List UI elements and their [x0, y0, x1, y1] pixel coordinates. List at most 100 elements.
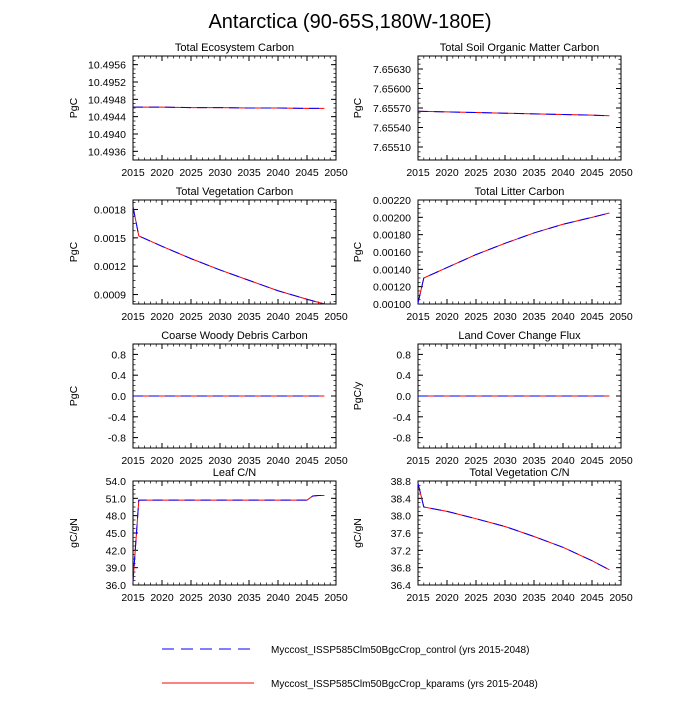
x-tick-label: 2025 [179, 592, 203, 604]
x-tick-label: 2040 [266, 167, 290, 179]
x-tick-label: 2030 [208, 167, 232, 179]
y-tick-label: 10.4956 [88, 60, 126, 72]
x-tick-label: 2025 [179, 311, 203, 323]
y-tick-label: 10.4952 [88, 77, 126, 89]
x-tick-label: 2045 [580, 311, 604, 323]
x-tick-label: 2045 [295, 455, 319, 467]
x-tick-label: 2020 [150, 592, 174, 604]
x-tick-label: 2045 [580, 167, 604, 179]
x-tick-label: 2015 [406, 167, 430, 179]
x-tick-label: 2045 [295, 592, 319, 604]
panel-total-litter-carbon: Total Litter Carbon 2015 2020 2025 2030 2035 2… [352, 186, 633, 323]
x-tick-label: 2050 [324, 167, 348, 179]
panels: Total Ecosystem Carbon 2015 2020 2025 2030 20… [68, 42, 633, 604]
y-tick-label: 10.4940 [88, 129, 126, 141]
x-tick-label: 2050 [324, 311, 348, 323]
y-axis-label: PgC [68, 241, 80, 262]
y-tick-label: 0.0015 [94, 233, 126, 245]
y-tick-label: 7.65630 [373, 64, 411, 76]
y-tick-label: 10.4936 [88, 146, 126, 158]
y-tick-label: 48.0 [106, 511, 127, 523]
panel-total-vegetation-c-n: Total Vegetation C/N 2015 2020 2025 2030 2035… [352, 467, 633, 604]
y-tick-label: 54.0 [106, 476, 127, 488]
y-tick-label: 38.8 [391, 476, 412, 488]
x-tick-label: 2015 [121, 455, 145, 467]
y-axis-label: PgC [352, 97, 364, 118]
x-tick-label: 2015 [121, 311, 145, 323]
x-tick-label: 2035 [237, 455, 261, 467]
x-tick-label: 2050 [324, 455, 348, 467]
panel-title-land-cover-change-flux: Land Cover Change Flux [458, 330, 581, 342]
y-tick-label: 0.00180 [373, 230, 411, 242]
y-tick-label: 36.4 [391, 580, 412, 592]
panel-title-total-litter-carbon: Total Litter Carbon [475, 186, 565, 198]
y-tick-label: 7.65540 [373, 123, 411, 135]
x-tick-label: 2030 [208, 592, 232, 604]
x-tick-label: 2050 [609, 592, 633, 604]
y-tick-label: 0.8 [396, 349, 411, 361]
series-line-control [132, 206, 325, 305]
y-tick-label: 38.4 [391, 493, 412, 505]
legend-label-control: Myccost_ISSP585Clm50BgcCrop_control (yrs… [271, 645, 529, 656]
panel-title-total-vegetation-c-n: Total Vegetation C/N [469, 467, 569, 479]
y-tick-label: 38.0 [391, 511, 412, 523]
panel-title-total-vegetation-carbon: Total Vegetation Carbon [176, 186, 293, 198]
y-tick-label: -0.4 [393, 412, 411, 424]
x-tick-label: 2025 [464, 167, 488, 179]
x-tick-label: 2040 [551, 167, 575, 179]
y-tick-label: 42.0 [106, 545, 127, 557]
y-tick-label: 37.6 [391, 528, 412, 540]
x-tick-label: 2015 [121, 167, 145, 179]
x-tick-label: 2015 [121, 592, 145, 604]
x-tick-label: 2050 [609, 455, 633, 467]
legend-entry-control: Myccost_ISSP585Clm50BgcCrop_control (yrs… [162, 645, 529, 656]
y-tick-label: 7.65570 [373, 103, 411, 115]
legend: Myccost_ISSP585Clm50BgcCrop_control (yrs… [162, 645, 538, 690]
x-tick-label: 2040 [551, 592, 575, 604]
y-axis-label: gC/gN [352, 518, 364, 548]
x-tick-label: 2015 [406, 592, 430, 604]
x-tick-label: 2030 [208, 311, 232, 323]
y-tick-label: 0.0018 [94, 204, 126, 216]
panel-total-soil-organic-matter-carbon: Total Soil Organic Matter Carbon 2015 2020… [352, 42, 633, 179]
y-axis-label: PgC [68, 97, 80, 118]
page-title: Antarctica (90-65S,180W-180E) [208, 11, 491, 33]
y-tick-label: 0.8 [111, 349, 126, 361]
y-tick-label: 39.0 [106, 563, 127, 575]
y-tick-label: 7.65510 [373, 142, 411, 154]
y-axis-label: PgC/y [352, 381, 364, 410]
panel-title-leaf-c-n: Leaf C/N [213, 467, 256, 479]
x-tick-label: 2020 [150, 167, 174, 179]
panel-land-cover-change-flux: Land Cover Change Flux 2015 2020 2025 2030 20… [352, 330, 633, 467]
x-tick-label: 2045 [295, 311, 319, 323]
x-tick-label: 2050 [609, 311, 633, 323]
y-tick-label: 0.00140 [373, 264, 411, 276]
y-tick-label: 51.0 [106, 493, 127, 505]
y-tick-label: 36.8 [391, 563, 412, 575]
series-line-control [132, 494, 325, 583]
x-tick-label: 2015 [406, 311, 430, 323]
series-line-control [417, 110, 610, 117]
x-tick-label: 2035 [237, 592, 261, 604]
x-tick-label: 2020 [150, 311, 174, 323]
x-tick-label: 2025 [464, 311, 488, 323]
y-tick-label: 36.0 [106, 580, 127, 592]
y-tick-label: -0.8 [108, 433, 126, 445]
x-tick-label: 2030 [493, 167, 517, 179]
x-tick-label: 2020 [435, 592, 459, 604]
y-tick-label: 10.4944 [88, 112, 126, 124]
x-tick-label: 2025 [464, 455, 488, 467]
legend-label-kparams: Myccost_ISSP585Clm50BgcCrop_kparams (yrs… [271, 679, 538, 690]
x-tick-label: 2015 [406, 455, 430, 467]
y-tick-label: 45.0 [106, 528, 127, 540]
y-tick-label: 0.00120 [373, 282, 411, 294]
x-tick-label: 2030 [208, 455, 232, 467]
x-tick-label: 2020 [435, 167, 459, 179]
x-tick-label: 2035 [237, 167, 261, 179]
panel-total-ecosystem-carbon: Total Ecosystem Carbon 2015 2020 2025 2030 20… [68, 42, 348, 179]
panel-title-total-soil-organic-matter-carbon: Total Soil Organic Matter Carbon [440, 42, 600, 54]
y-tick-label: 0.0 [111, 391, 126, 403]
x-tick-label: 2025 [179, 167, 203, 179]
x-tick-label: 2035 [522, 592, 546, 604]
